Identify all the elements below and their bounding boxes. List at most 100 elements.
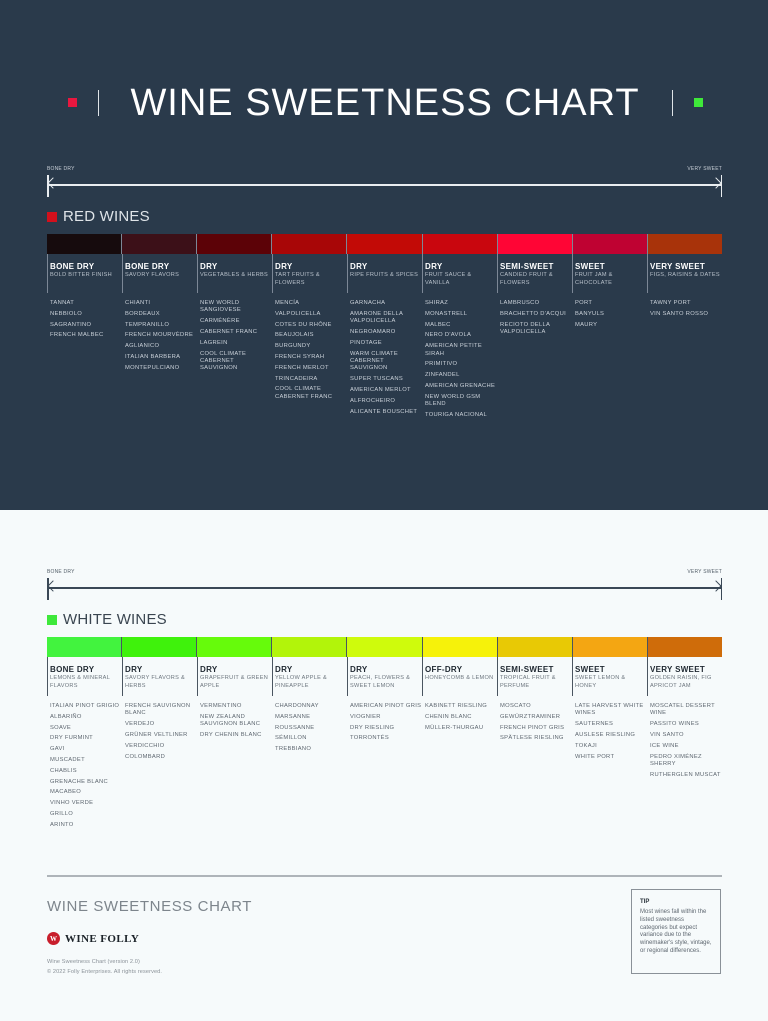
column-header: VERY SWEET FIGS, RAISINS & DATES [647, 254, 722, 293]
wine-item: BEAUJOLAIS [275, 332, 314, 339]
wine-list: TANNAT NEBBIOLO SAGRANTINO FRENCH MALBEC [49, 300, 122, 340]
wine-item: CHENIN BLANC [425, 713, 472, 720]
sweetness-column: DRY SAVORY FLAVORS & HERBS FRENCH SAUVIGNO… [122, 657, 197, 833]
wine-item: MAURY [575, 321, 598, 328]
wine-list: GARNACHA AMARONE DELLA VALPOLICELLA NEGROA… [349, 300, 422, 416]
wine-item: MALBEC [425, 321, 451, 328]
wine-item: TAWNY PORT [650, 300, 691, 306]
wine-item: VIN SANTO ROSSO [650, 310, 709, 317]
wine-item: DRY RIESLING [350, 724, 395, 731]
section-label: WHITE WINES [63, 611, 167, 628]
axis-tick [720, 175, 722, 197]
wine-item: AMARONE DELLA VALPOLICELLA [350, 310, 403, 325]
wine-item: VERDICCHIO [125, 742, 165, 749]
column-header: DRY RIPE FRUITS & SPICES [347, 254, 422, 293]
flavor-description: SWEET LEMON & HONEY [575, 675, 626, 689]
column-header: OFF-DRY HONEYCOMB & LEMON [422, 657, 497, 696]
wine-item: RECIOTO DELLA VALPOLICELLA [500, 321, 550, 335]
wine-item: SAGRANTINO [50, 321, 92, 328]
wine-item: NEGROAMARO [350, 329, 396, 335]
column-header: BONE DRY LEMONS & MINERAL FLAVORS [47, 657, 122, 696]
sweetness-level: DRY [425, 262, 443, 271]
flavor-description: GRAPEFRUIT & GREEN APPLE [200, 675, 269, 689]
wine-item: BURGUNDY [275, 343, 311, 350]
white-columns: BONE DRY LEMONS & MINERAL FLAVORS ITALIAN … [47, 657, 722, 833]
red-color-bar [47, 234, 722, 254]
sweetness-column: DRY GRAPEFRUIT & GREEN APPLE VERMENTINO NEW… [197, 657, 272, 833]
wine-item: MOSCATEL DESSERT WINE [650, 703, 715, 717]
column-header: SWEET FRUIT JAM & CHOCOLATE [572, 254, 647, 293]
wine-item: COTES DU RHÔNE [275, 321, 332, 328]
flavor-description: PEACH, FLOWERS & SWEET LEMON [350, 675, 411, 689]
axis-label-left: BONE DRY [47, 166, 75, 172]
wine-item: NEW WORLD SANGIOVESE [200, 300, 242, 314]
footer-divider [47, 875, 722, 877]
wine-item: SAUTERNES [575, 721, 614, 728]
column-header: DRY VEGETABLES & HERBS [197, 254, 272, 293]
flavor-description: RIPE FRUITS & SPICES [350, 272, 419, 278]
color-segment [121, 234, 197, 254]
wine-list: SHIRAZ MONASTRELL MALBEC NERO D'AVOLA AMERIC… [424, 300, 497, 419]
wine-item: CHARDONNAY [275, 703, 319, 709]
wine-item: AMERICAN PINOT GRIS [350, 703, 422, 709]
sweetness-level: DRY [350, 665, 368, 674]
wine-item: ZINFANDEL [425, 372, 460, 379]
sweetness-level: OFF-DRY [425, 665, 463, 674]
arrow-left-icon [47, 177, 59, 189]
color-segment [47, 234, 122, 254]
wine-item: CARMÉNÈRE [200, 318, 240, 325]
color-segment [571, 637, 647, 657]
axis-label-left: BONE DRY [47, 569, 75, 575]
section-label: RED WINES [63, 208, 150, 225]
sweetness-column: DRY TART FRUITS & FLOWERS MENCÍA VALPOLICEL… [272, 254, 347, 423]
wine-list: AMERICAN PINOT GRIS VIOGNIER DRY RIESLING T… [349, 703, 422, 743]
wine-list: VERMENTINO NEW ZEALAND SAUVIGNON BLANC DRY… [199, 703, 272, 739]
wine-item: DRY FURMINT [50, 735, 94, 742]
sweetness-level: SEMI-SWEET [500, 262, 554, 271]
axis-line [47, 184, 722, 186]
sweetness-column: BONE DRY LEMONS & MINERAL FLAVORS ITALIAN … [47, 657, 122, 833]
color-segment [421, 637, 497, 657]
sweetness-column: VERY SWEET FIGS, RAISINS & DATES TAWNY POR… [647, 254, 722, 423]
color-segment [496, 234, 572, 254]
wine-item: FRENCH MERLOT [275, 364, 329, 371]
sweetness-column: SWEET FRUIT JAM & CHOCOLATE PORT BANYULS MAU… [572, 254, 647, 423]
tip-body: Most wines fall within the listed sweetn… [640, 909, 712, 954]
wine-list: CHIANTI BORDEAUX TEMPRANILLO FRENCH MOURVÈD… [124, 300, 197, 372]
sweetness-level: SWEET [575, 262, 605, 271]
flavor-description: FRUIT SAUCE & VANILLA [425, 272, 472, 286]
sweetness-column: VERY SWEET GOLDEN RAISIN, FIG APRICOT JAM… [647, 657, 722, 833]
wine-item: CHABLIS [50, 767, 77, 774]
sweetness-axis: BONE DRY VERY SWEET [47, 569, 722, 600]
wine-item: LAGREIN [200, 339, 228, 346]
sweetness-column: DRY RIPE FRUITS & SPICES GARNACHA AMARONE D… [347, 254, 422, 423]
wine-item: VINHO VERDE [50, 800, 94, 807]
column-header: SWEET SWEET LEMON & HONEY [572, 657, 647, 696]
wine-item: TREBBIANO [275, 746, 312, 753]
divider [98, 90, 99, 116]
page-title: WINE SWEETNESS CHART [130, 82, 640, 124]
sweetness-level: BONE DRY [125, 262, 170, 271]
sweetness-column: DRY VEGETABLES & HERBS NEW WORLD SANGIOVES… [197, 254, 272, 423]
wine-item: SPÄTLESE RIESLING [500, 735, 564, 742]
wine-item: MONTEPULCIANO [125, 364, 180, 371]
divider [672, 90, 673, 116]
red-columns: BONE DRY BOLD BITTER FINISH TANNAT NEBBIOLO… [47, 254, 722, 423]
wine-item: ALICANTE BOUSCHET [350, 408, 418, 415]
flavor-description: TROPICAL FRUIT & PERFUME [500, 675, 556, 689]
brand-name: WINE FOLLY [65, 932, 140, 945]
wine-item: WHITE PORT [575, 753, 615, 760]
flavor-description: CANDIED FRUIT & FLOWERS [500, 272, 553, 286]
sweetness-level: VERY SWEET [650, 262, 706, 271]
flavor-description: FRUIT JAM & CHOCOLATE [575, 272, 613, 286]
wine-item: COLOMBARD [125, 753, 166, 760]
sweetness-column: SWEET SWEET LEMON & HONEY LATE HARVEST WHI… [572, 657, 647, 833]
wine-item: AGLIANICO [125, 343, 160, 350]
wine-item: TEMPRANILLO [125, 321, 170, 328]
brand: W WINE FOLLY [47, 932, 139, 945]
sweetness-level: VERY SWEET [650, 665, 706, 674]
wine-list: LATE HARVEST WHITE WINES SAUTERNES AUSLESE… [574, 703, 647, 761]
wine-item: BANYULS [575, 310, 605, 317]
wine-item: VIN SANTO [650, 732, 684, 738]
wine-item: NERO D'AVOLA [425, 332, 472, 339]
